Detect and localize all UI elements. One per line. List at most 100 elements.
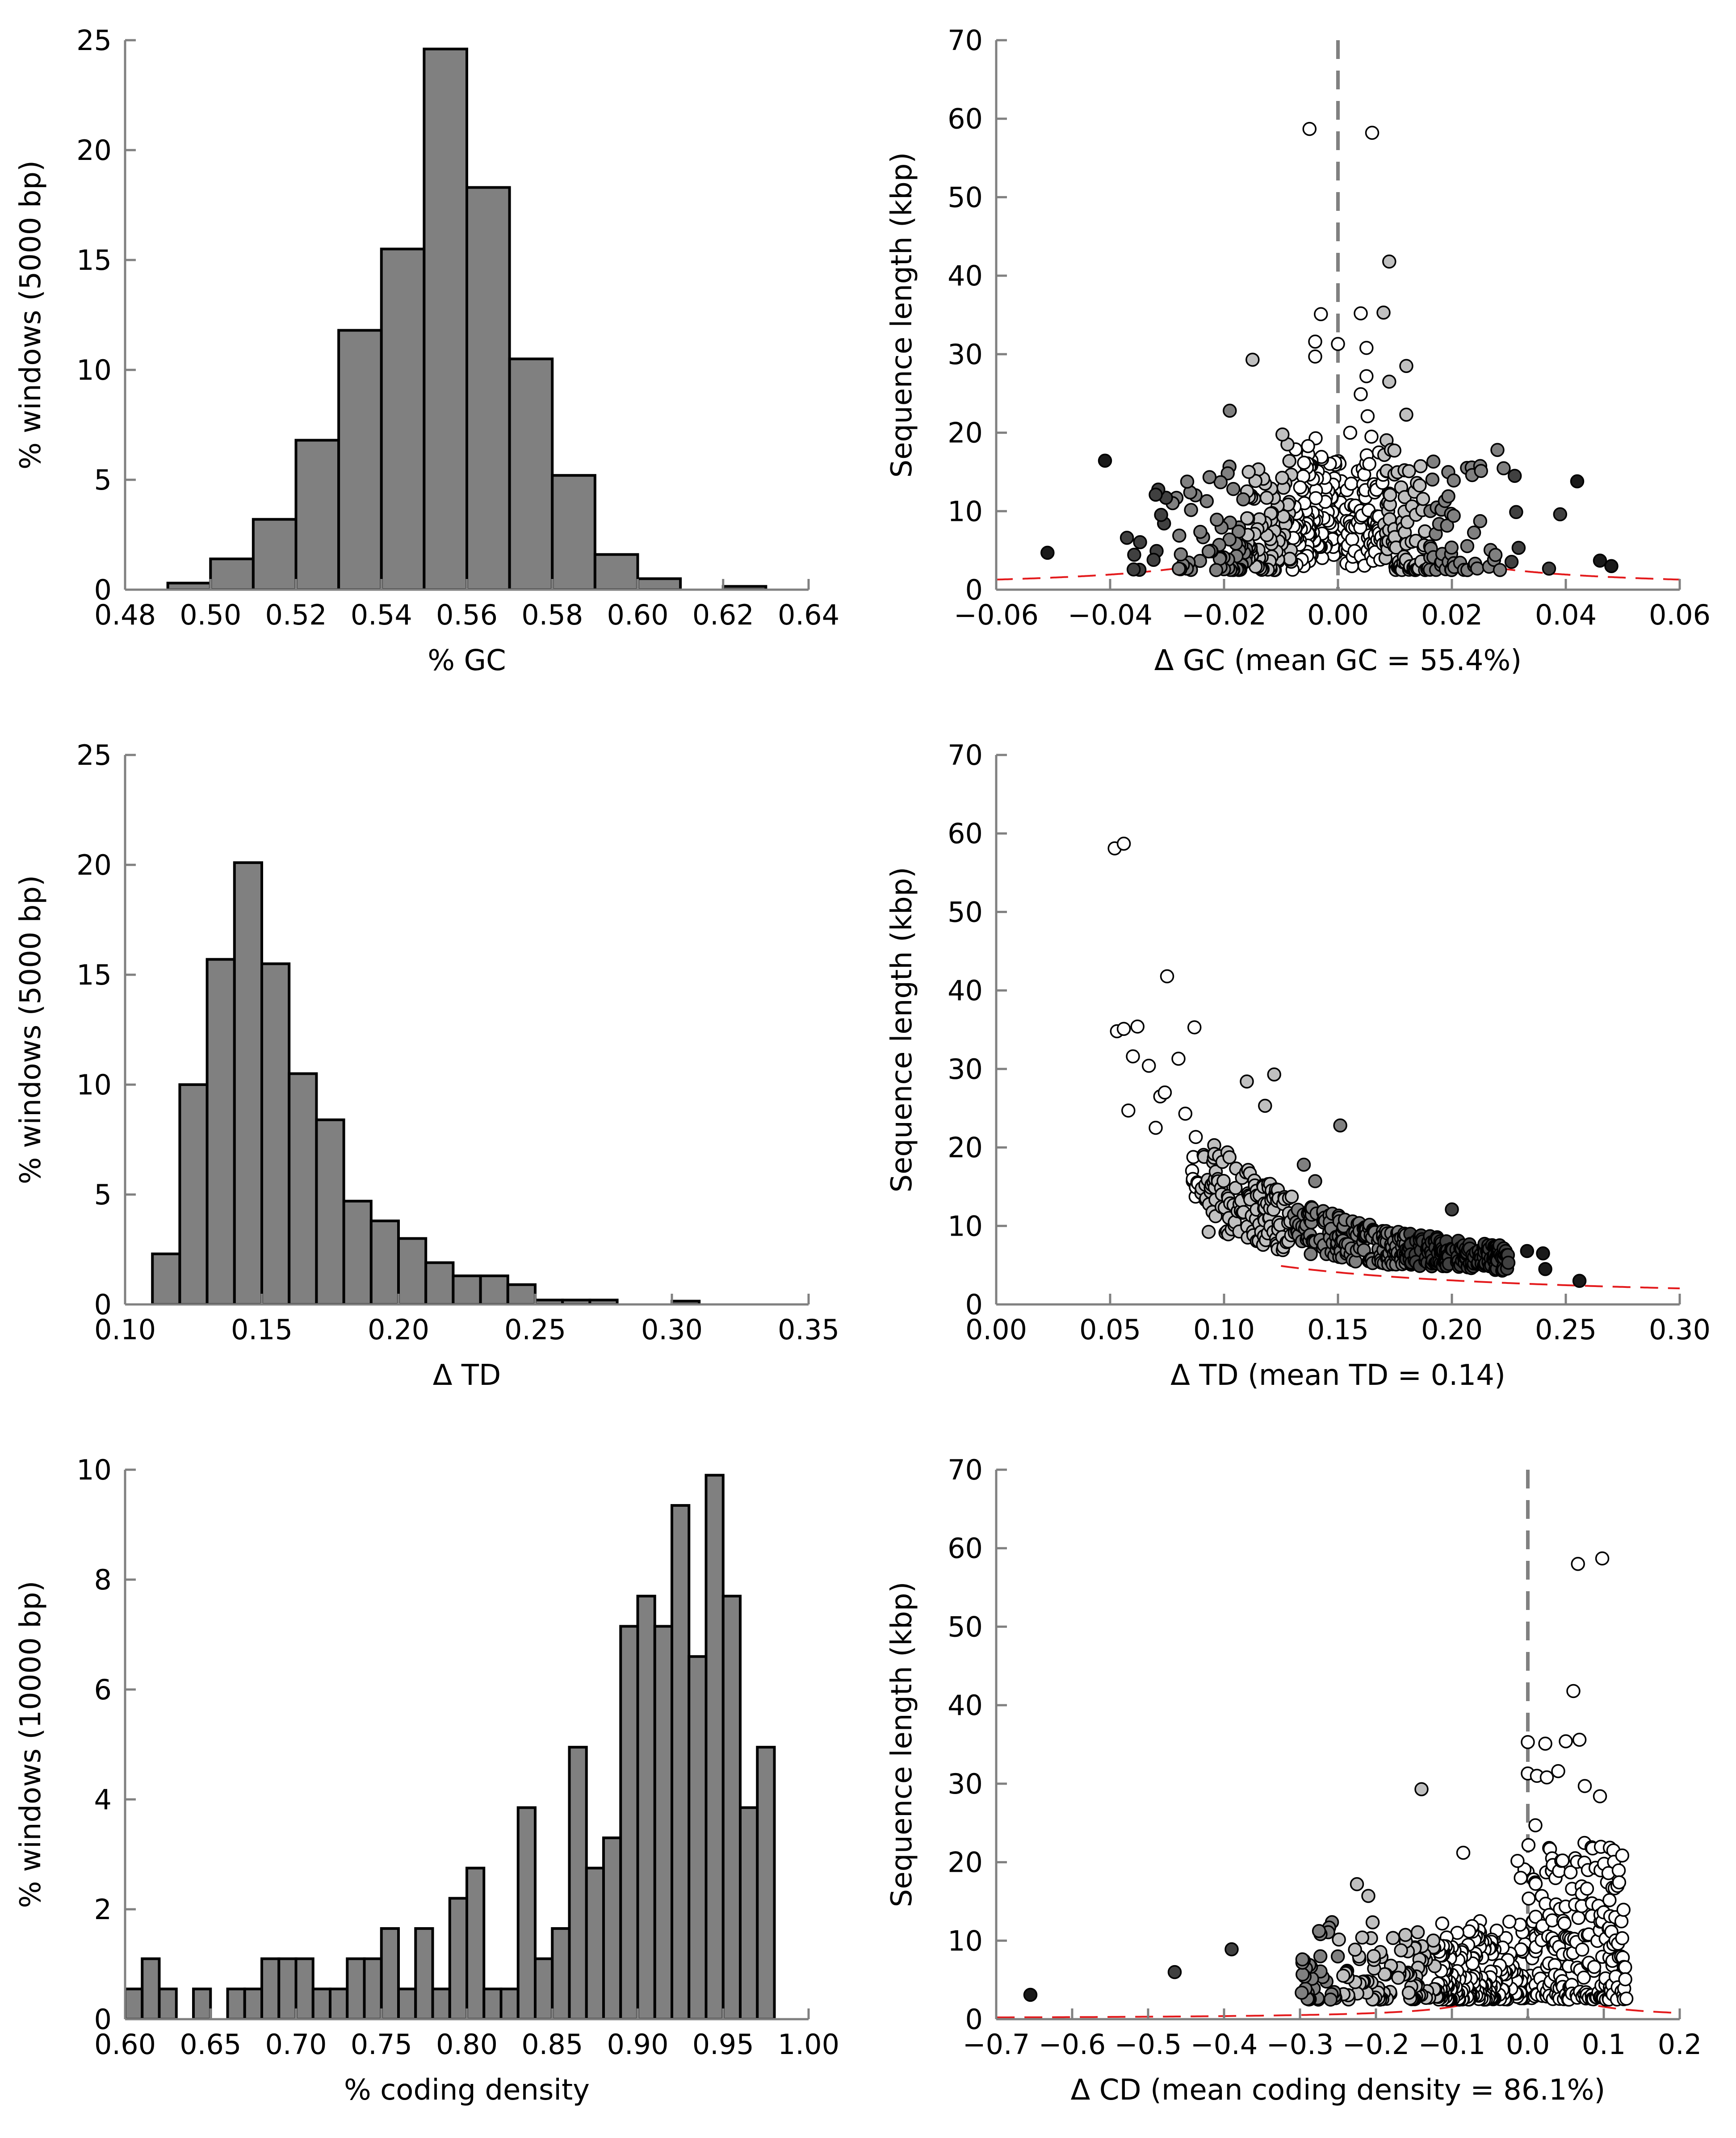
data-point	[1528, 1877, 1543, 1891]
x-tick-label: 0.64	[778, 599, 839, 631]
x-axis-title: % coding density	[344, 2074, 590, 2107]
histogram-bar	[342, 1199, 373, 1304]
x-tick-label: 0.2	[1658, 2028, 1702, 2061]
data-point	[1360, 409, 1375, 423]
histogram-bar	[636, 1594, 656, 2019]
y-tick-label: 10	[76, 354, 112, 386]
histogram-bar	[125, 1987, 144, 2019]
data-point	[1462, 1924, 1476, 1939]
data-point	[1377, 1967, 1392, 1982]
chart-panel-2: −0.06 −0.04 −0.02 0.00 0.02 0.04 0.06 0 10 20 30 40…	[885, 24, 1711, 677]
data-point	[1602, 1893, 1617, 1907]
data-point	[1354, 387, 1368, 402]
data-point	[1209, 563, 1224, 577]
data-point	[1414, 1782, 1429, 1796]
data-point	[1172, 562, 1186, 576]
data-point	[1551, 1764, 1565, 1778]
data-point	[1365, 126, 1380, 140]
data-point	[1178, 1107, 1193, 1121]
y-tick-label: 6	[94, 1673, 112, 1706]
data-point	[1571, 1911, 1586, 1925]
y-tick-label: 5	[94, 1178, 112, 1211]
data-point	[1361, 1889, 1375, 1903]
data-point	[1187, 1020, 1202, 1035]
x-tick-label: −0.02	[1182, 599, 1266, 631]
histogram-bar	[233, 861, 263, 1304]
histogram-bar	[602, 1836, 622, 2019]
data-point	[1542, 562, 1556, 576]
histogram-bar	[431, 1987, 451, 2019]
data-point	[1188, 1130, 1203, 1144]
data-point	[1354, 306, 1368, 321]
data-point	[1493, 563, 1507, 577]
data-point	[1133, 535, 1147, 549]
data-point	[1387, 443, 1401, 458]
data-point	[1245, 352, 1260, 367]
data-point	[1399, 407, 1413, 422]
data-point	[1510, 1853, 1525, 1868]
y-tick-label: 70	[948, 1454, 983, 1486]
x-tick-label: 0.50	[180, 599, 241, 631]
x-tick-label: 0.80	[436, 2028, 498, 2061]
data-point	[1314, 307, 1328, 321]
data-point	[1618, 1960, 1632, 1975]
data-point	[1149, 487, 1163, 502]
y-tick-label: 30	[948, 338, 983, 371]
data-point	[1296, 1967, 1310, 1982]
x-tick-label: −0.5	[1115, 2028, 1182, 2061]
y-tick-label: 30	[948, 1768, 983, 1800]
data-point	[1302, 122, 1317, 136]
data-point	[1398, 1928, 1413, 1942]
y-tick-label: 10	[76, 1454, 112, 1486]
histogram-bar	[585, 1866, 605, 2019]
x-tick-label: −0.06	[954, 599, 1039, 631]
y-axis-title: % windows (10000 bp)	[14, 1581, 47, 1908]
data-point	[1553, 507, 1568, 522]
chart-panel-3: 0.10 0.15 0.20 0.25 0.30 0.35 0 5 10 15 20 25 Δ TD % …	[14, 739, 839, 1392]
plot-area	[125, 1474, 776, 2019]
x-axis-title: Δ TD	[433, 1359, 501, 1392]
histogram-bar	[363, 1957, 383, 2019]
data-point	[1364, 429, 1379, 444]
data-point	[1521, 1735, 1535, 1749]
histogram-bar	[192, 1987, 212, 2019]
data-point	[1559, 1734, 1573, 1748]
histogram-bar	[294, 1957, 314, 2019]
data-point	[1570, 474, 1585, 489]
y-axis-title: % windows (5000 bp)	[14, 160, 47, 470]
data-point	[1336, 1968, 1350, 1983]
histogram-bar	[551, 1927, 571, 2019]
data-point	[1343, 425, 1358, 440]
y-axis-title: Sequence length (kbp)	[885, 152, 918, 478]
data-point	[1154, 507, 1168, 522]
data-point	[1350, 1877, 1364, 1891]
data-point	[1611, 1863, 1626, 1878]
boundary-curve	[1571, 1997, 1679, 2014]
data-point	[1504, 555, 1519, 569]
data-point	[1595, 1551, 1610, 1566]
data-point	[1171, 1052, 1186, 1066]
data-point	[1241, 465, 1256, 479]
data-point	[1167, 1965, 1182, 1979]
data-point	[1193, 524, 1208, 539]
y-tick-label: 0	[94, 2003, 112, 2036]
y-tick-label: 50	[948, 896, 983, 928]
histogram-bar	[508, 357, 554, 590]
data-point	[1304, 1247, 1318, 1262]
y-tick-label: 40	[948, 1689, 983, 1722]
data-point	[1447, 508, 1461, 523]
histogram-bar	[243, 1987, 263, 2019]
x-tick-label: 0.1	[1582, 2028, 1626, 2061]
plot-area	[996, 40, 1680, 590]
x-tick-label: −0.3	[1266, 2028, 1334, 2061]
data-point	[1615, 1848, 1630, 1863]
data-point	[1456, 1845, 1471, 1860]
histogram-bar	[619, 1625, 639, 2019]
x-tick-label: 0.10	[1193, 1313, 1255, 1346]
data-point	[1345, 532, 1359, 547]
y-tick-label: 30	[948, 1053, 983, 1086]
x-tick-label: 0.90	[607, 2028, 668, 2061]
histogram-bar	[397, 1237, 428, 1304]
data-point	[1259, 490, 1274, 505]
data-point	[1563, 1865, 1578, 1880]
